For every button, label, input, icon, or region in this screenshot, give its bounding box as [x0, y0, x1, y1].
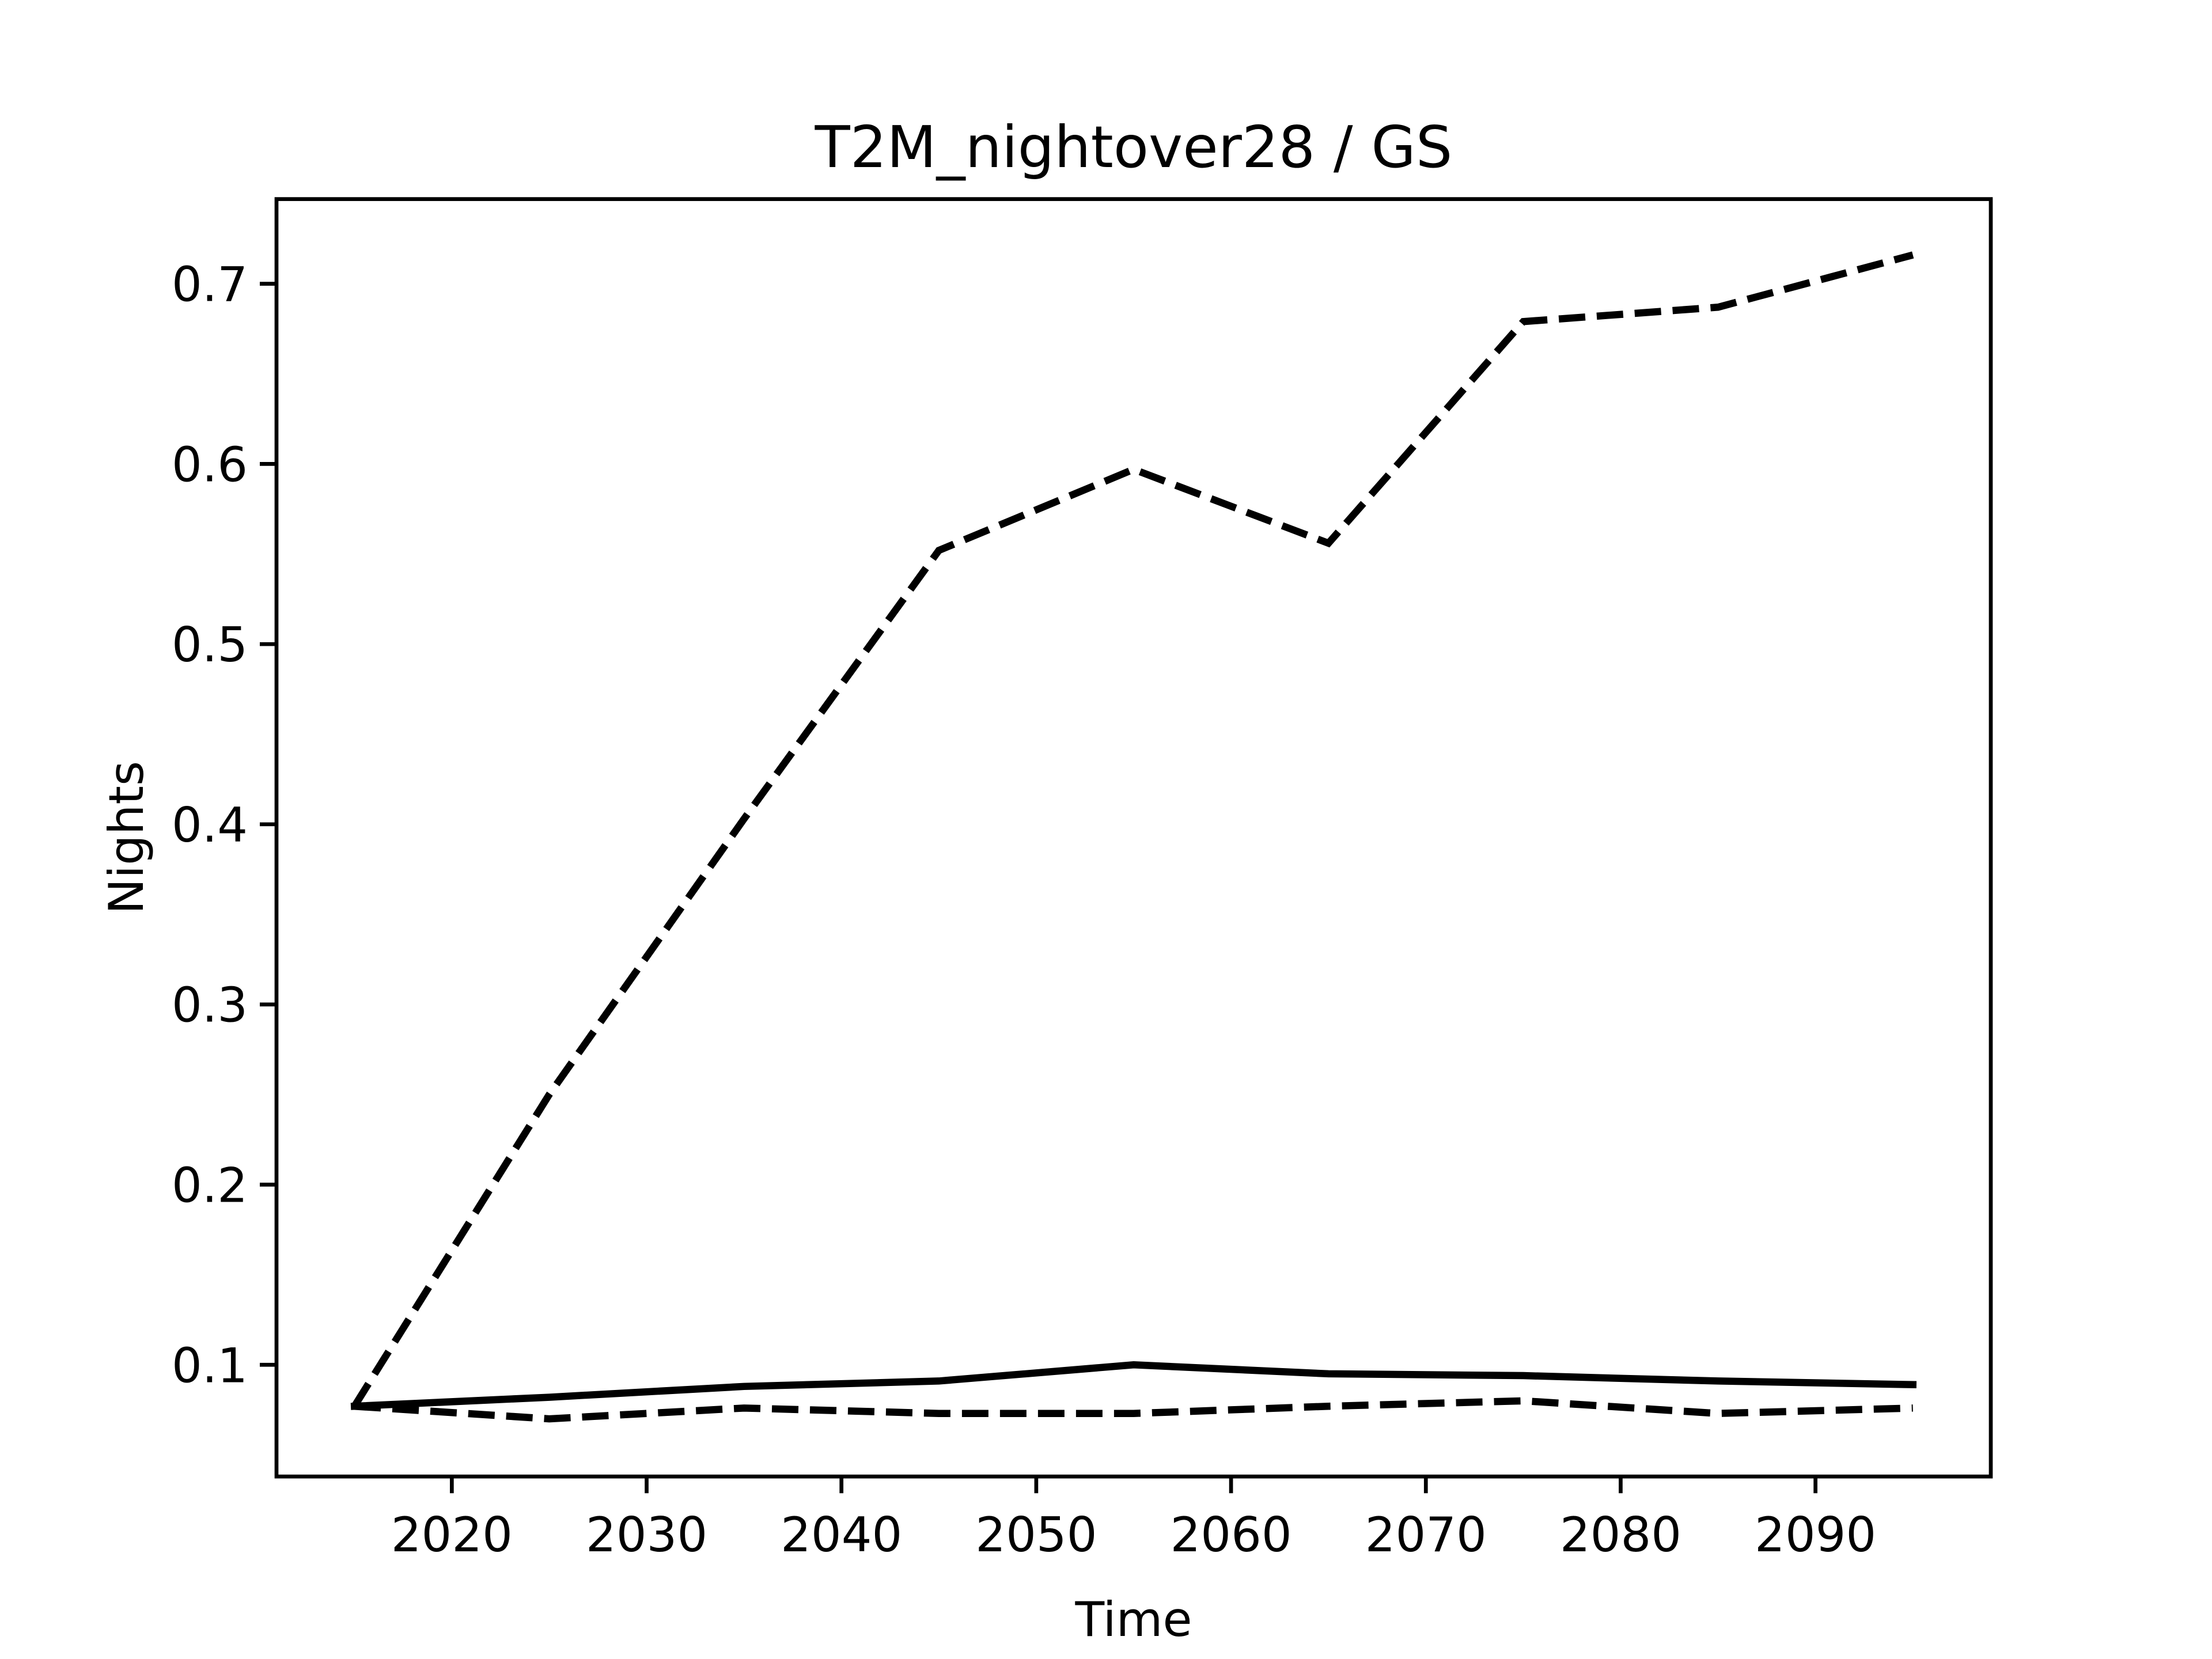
line [350, 1361, 1917, 1410]
plot-frame [274, 197, 1993, 1479]
x-tick-label: 2090 [1755, 1507, 1876, 1563]
x-tick-label: 2080 [1560, 1507, 1681, 1563]
y-tick-label: 0.7 [172, 257, 248, 313]
x-tick-label: 2020 [391, 1507, 513, 1563]
y-tick-label: 0.2 [172, 1157, 248, 1213]
x-tick-label: 2040 [781, 1507, 902, 1563]
x-tick-label: 2050 [975, 1507, 1097, 1563]
x-tick-label: 2030 [586, 1507, 707, 1563]
x-tick-label: 2060 [1170, 1507, 1291, 1563]
y-tick-label: 0.3 [172, 978, 248, 1033]
line [351, 251, 1914, 1408]
chart-title: T2M_nightover28 / GS [815, 113, 1453, 181]
y-tick-label: 0.1 [172, 1338, 248, 1393]
y-tick-label: 0.5 [172, 617, 248, 673]
x-tick-label: 2070 [1365, 1507, 1487, 1563]
y-axis-label: Nights [99, 761, 154, 914]
x-axis-label: Time [1074, 1592, 1192, 1647]
y-tick-label: 0.4 [172, 797, 248, 853]
line [354, 1397, 1913, 1423]
y-tick-label: 0.6 [172, 437, 248, 493]
